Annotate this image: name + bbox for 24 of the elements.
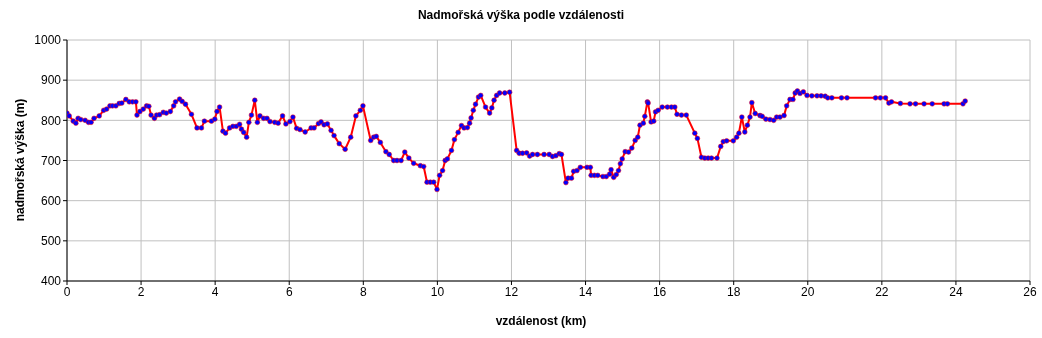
y-tick-label: 400 xyxy=(40,274,62,289)
x-tick-label: 12 xyxy=(504,284,519,299)
x-tick-label: 24 xyxy=(949,284,963,299)
chart-title: Nadmořská výška podle vzdálenosti xyxy=(416,8,626,22)
x-tick-label: 26 xyxy=(1023,284,1037,299)
x-tick-label: 6 xyxy=(285,284,293,299)
x-tick-label: 2 xyxy=(137,284,145,299)
y-axis-title: nadmořská výška (m) xyxy=(13,98,27,222)
x-tick-label: 4 xyxy=(211,284,219,299)
x-tick-label: 0 xyxy=(63,284,71,299)
x-tick-label: 10 xyxy=(430,284,445,299)
x-tick-label: 18 xyxy=(727,284,741,299)
y-tick-label: 900 xyxy=(40,73,62,88)
x-tick-label: 14 xyxy=(578,284,593,299)
x-axis-title: vzdálenost (km) xyxy=(494,314,588,328)
x-tick-label: 8 xyxy=(359,284,367,299)
y-tick-label: 600 xyxy=(40,193,62,208)
y-tick-label: 800 xyxy=(40,113,62,128)
x-tick-label: 20 xyxy=(801,284,815,299)
x-tick-label: 16 xyxy=(652,284,667,299)
x-tick-label: 22 xyxy=(875,284,889,299)
y-tick-label: 700 xyxy=(40,153,62,168)
y-tick-label: 500 xyxy=(40,234,62,249)
y-tick-label: 1000 xyxy=(34,33,62,48)
